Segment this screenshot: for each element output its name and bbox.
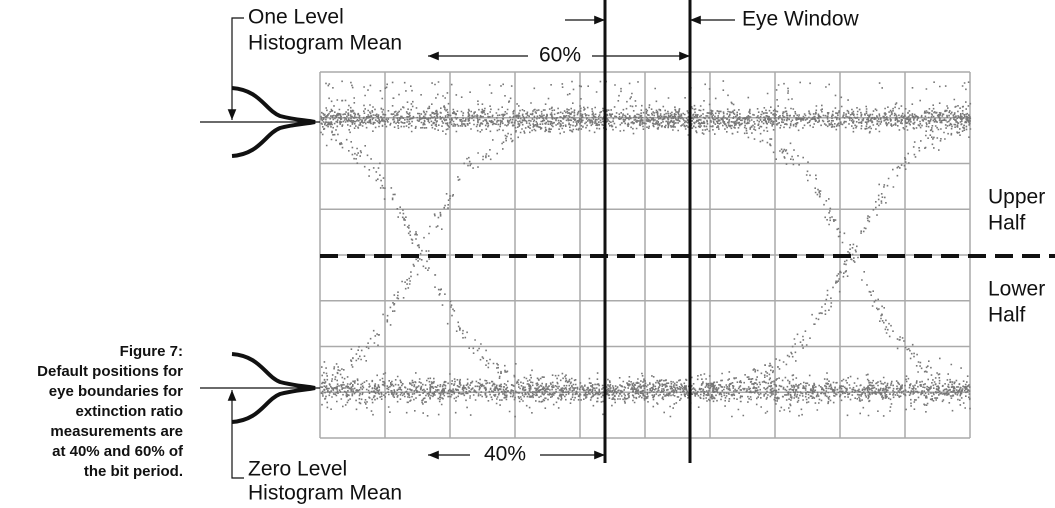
figure: One Level Histogram Mean Zero Level Hist… xyxy=(0,0,1055,508)
zero-level-label: Histogram Mean xyxy=(248,482,402,505)
window-60-label: 60% xyxy=(539,44,581,67)
caption-title: Figure 7: xyxy=(120,343,183,360)
zero-level-label: Zero Level xyxy=(248,458,347,481)
caption: Default positions for eye boundaries for e… xyxy=(37,363,184,480)
lower-half-label: Lower xyxy=(988,278,1045,301)
upper-half-label: Upper xyxy=(988,186,1045,209)
one-level-label: One Level xyxy=(248,6,344,29)
caption-line: extinction ratio xyxy=(75,403,183,420)
one-level-label: Histogram Mean xyxy=(248,32,402,55)
eye-window-label: Eye Window xyxy=(742,8,860,31)
caption-line: the bit period. xyxy=(84,463,183,480)
caption-line: at 40% and 60% of xyxy=(52,443,184,460)
caption-line: measurements are xyxy=(50,423,183,440)
window-40-label: 40% xyxy=(484,443,526,466)
lower-half-label: Half xyxy=(988,304,1026,327)
histograms xyxy=(200,18,320,478)
caption-line: eye boundaries for xyxy=(49,383,183,400)
caption-line: Default positions for xyxy=(37,363,183,380)
upper-half-label: Half xyxy=(988,212,1026,235)
